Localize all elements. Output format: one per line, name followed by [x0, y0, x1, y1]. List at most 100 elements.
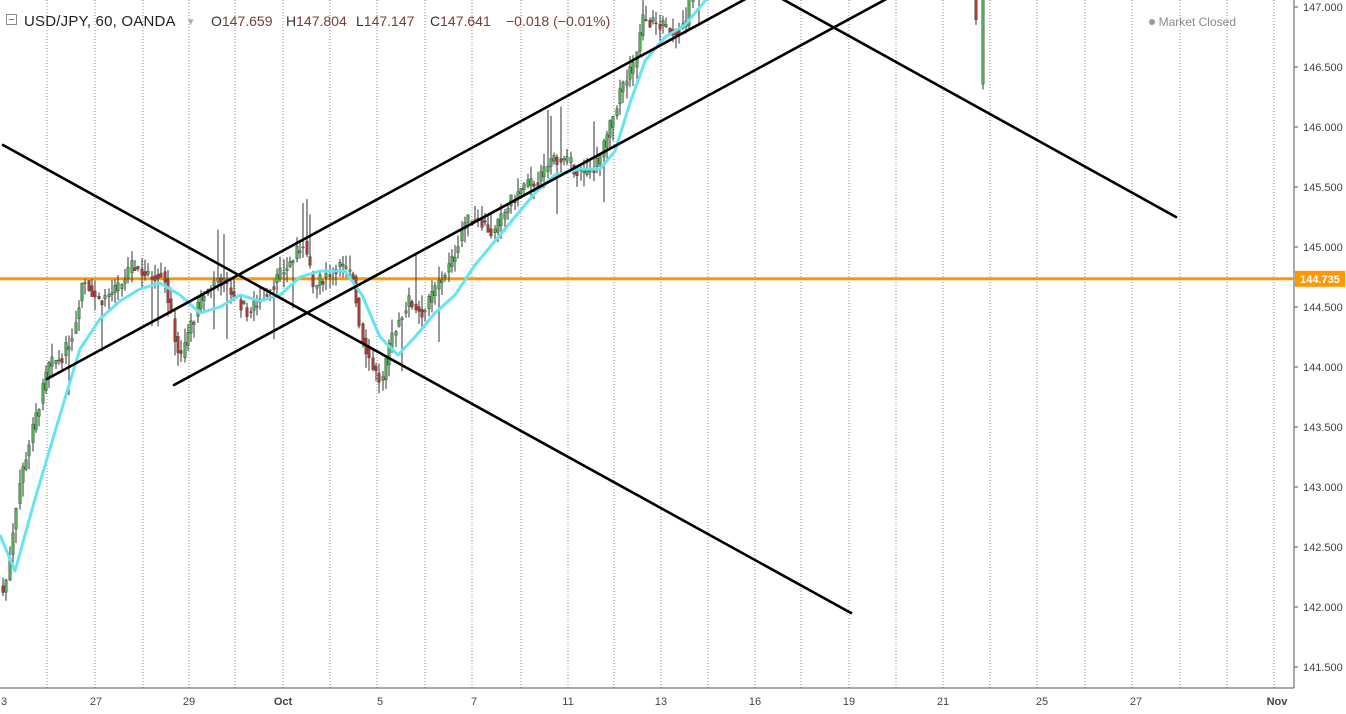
- candle-body: [163, 271, 167, 283]
- candle-body: [357, 298, 361, 327]
- candle-body: [397, 319, 401, 327]
- candle-body: [143, 271, 147, 276]
- candle-body: [628, 66, 632, 80]
- candle-body: [555, 157, 559, 165]
- candle-body: [394, 331, 398, 336]
- candle-body: [229, 287, 233, 295]
- candle-body: [493, 228, 497, 233]
- candle-body: [123, 279, 127, 284]
- candle-body: [186, 332, 190, 346]
- candle-body: [225, 282, 229, 285]
- moving-average-line: [0, 0, 708, 573]
- candle-body: [87, 280, 91, 291]
- candle-body: [156, 274, 160, 279]
- trendline[interactable]: [45, 0, 1183, 381]
- candle-body: [621, 81, 625, 93]
- candle-body: [275, 274, 279, 283]
- y-tick-label: 146.500: [1303, 62, 1343, 74]
- symbol-label[interactable]: USD/JPY, 60, OANDA: [24, 13, 176, 30]
- candle-body: [295, 245, 299, 260]
- candle-body: [608, 120, 612, 138]
- candle-body: [691, 0, 695, 2]
- candle-body: [618, 88, 622, 104]
- candle-body: [664, 24, 668, 28]
- y-tick-label: 141.500: [1303, 662, 1343, 674]
- x-tick-label: 21: [937, 696, 949, 708]
- y-tick-label: 145.500: [1303, 182, 1343, 194]
- candle-body: [179, 350, 183, 354]
- candle-body: [14, 508, 18, 530]
- candle-body: [27, 444, 31, 457]
- candle-body: [166, 278, 170, 303]
- candle-body: [549, 158, 553, 167]
- candle-body: [447, 263, 451, 273]
- candle-body: [420, 309, 424, 318]
- x-tick-label: 7: [471, 696, 477, 708]
- trendline[interactable]: [309, 0, 1178, 219]
- candle-body: [410, 301, 414, 308]
- candle-body: [298, 250, 302, 254]
- candle-body: [272, 286, 276, 290]
- candle-body: [288, 261, 292, 268]
- candle-body: [430, 291, 434, 303]
- candle-body: [522, 183, 526, 190]
- candle-body: [37, 408, 41, 417]
- candle-body: [611, 116, 615, 128]
- candle-body: [384, 357, 388, 381]
- x-tick-label: 27: [1130, 696, 1142, 708]
- plot-area[interactable]: [0, 0, 1294, 688]
- candle-body: [381, 376, 385, 381]
- candle-body: [44, 371, 48, 391]
- candle-body: [93, 290, 97, 298]
- y-tick-label: 144.000: [1303, 362, 1343, 374]
- candle-body: [361, 323, 365, 344]
- candle-body: [569, 157, 573, 163]
- candle-body: [64, 342, 68, 356]
- candle-body: [687, 0, 691, 26]
- chart-legend-header: − USD/JPY, 60, OANDA ▾ O147.659 H147.804…: [0, 0, 1294, 44]
- x-tick-label: 27: [90, 696, 102, 708]
- candle-body: [4, 579, 8, 593]
- candle-body: [252, 300, 256, 311]
- market-status: Market Closed: [1148, 15, 1236, 29]
- x-tick-label: 16: [749, 696, 761, 708]
- candle-body: [189, 320, 193, 334]
- candle-body: [532, 183, 536, 187]
- candle-body: [83, 282, 87, 284]
- chevron-down-icon[interactable]: ▾: [188, 16, 194, 28]
- y-tick-label: 142.500: [1303, 542, 1343, 554]
- candle-body: [50, 356, 54, 367]
- candle-body: [176, 336, 180, 353]
- candle-body: [641, 14, 645, 36]
- candle-body: [255, 305, 259, 308]
- x-tick-label: 25: [1036, 696, 1048, 708]
- open-value: O147.659: [211, 13, 273, 29]
- candle-body: [598, 155, 602, 165]
- candle-body: [552, 155, 556, 162]
- collapse-legend-icon[interactable]: −: [6, 14, 17, 26]
- candle-body: [440, 279, 444, 283]
- candle-body: [460, 229, 464, 242]
- candle-body: [153, 275, 157, 281]
- candle-body: [466, 214, 470, 223]
- candle-body: [133, 267, 137, 271]
- candle-body: [648, 20, 652, 28]
- candle-body: [496, 219, 500, 233]
- candle-body: [202, 295, 206, 301]
- trendline[interactable]: [1, 143, 853, 615]
- candle-body: [404, 310, 408, 314]
- trendline[interactable]: [172, 0, 938, 387]
- status-dot-icon: [1148, 19, 1155, 25]
- candle-body: [631, 62, 635, 74]
- candle-body: [110, 292, 114, 296]
- candle-body: [34, 412, 38, 430]
- candle-body: [595, 158, 599, 167]
- candle-body: [60, 358, 64, 364]
- candle-body: [638, 32, 642, 52]
- candle-body: [308, 256, 312, 266]
- candle-body: [658, 24, 662, 30]
- y-tick-label: 143.500: [1303, 422, 1343, 434]
- candle-body: [41, 383, 45, 404]
- candle-body: [338, 262, 342, 267]
